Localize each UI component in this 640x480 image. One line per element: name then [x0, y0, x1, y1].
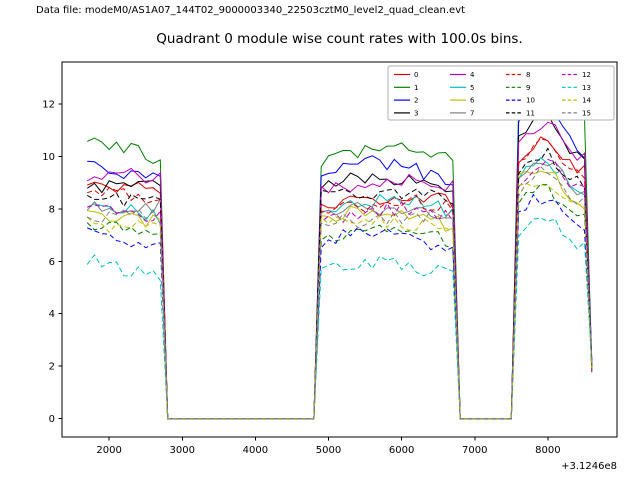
- x-tick-label: 5000: [316, 445, 341, 456]
- y-tick-label: 10: [42, 152, 55, 163]
- legend-box: [387, 65, 615, 121]
- x-tick-label: 6000: [389, 445, 414, 456]
- legend-label-12: 12: [582, 71, 591, 79]
- datafile-label: Data file: modeM0/AS1A07_144T02_90000033…: [36, 5, 466, 16]
- x-tick-label: 8000: [535, 445, 560, 456]
- legend-label-6: 6: [470, 97, 475, 105]
- legend-label-11: 11: [526, 110, 535, 118]
- x-tick-label: 3000: [170, 445, 195, 456]
- y-tick-label: 4: [49, 309, 55, 320]
- y-tick-label: 8: [49, 204, 55, 215]
- y-tick-label: 0: [49, 414, 55, 425]
- legend-label-3: 3: [414, 110, 418, 118]
- legend-label-9: 9: [526, 84, 530, 92]
- x-tick-label: 2000: [96, 445, 121, 456]
- legend-label-15: 15: [582, 110, 591, 118]
- legend-label-1: 1: [414, 84, 418, 92]
- legend-label-0: 0: [414, 71, 418, 79]
- x-tick-label: 4000: [243, 445, 268, 456]
- legend-label-4: 4: [470, 71, 475, 79]
- y-tick-label: 12: [42, 99, 55, 110]
- legend-label-2: 2: [414, 97, 418, 105]
- x-axis-offset-label: +3.1246e8: [561, 461, 617, 472]
- series-line-15: [86, 165, 593, 420]
- legend-label-5: 5: [470, 84, 474, 92]
- legend-label-7: 7: [470, 110, 474, 118]
- legend-label-10: 10: [526, 97, 535, 105]
- chart-title: Quadrant 0 module wise count rates with …: [156, 31, 523, 47]
- y-tick-label: 2: [49, 362, 55, 373]
- legend-label-8: 8: [526, 71, 530, 79]
- legend-label-13: 13: [582, 84, 591, 92]
- x-tick-label: 7000: [462, 445, 487, 456]
- plot-area: [61, 61, 618, 438]
- y-tick-label: 6: [49, 257, 55, 268]
- legend-label-14: 14: [582, 97, 591, 105]
